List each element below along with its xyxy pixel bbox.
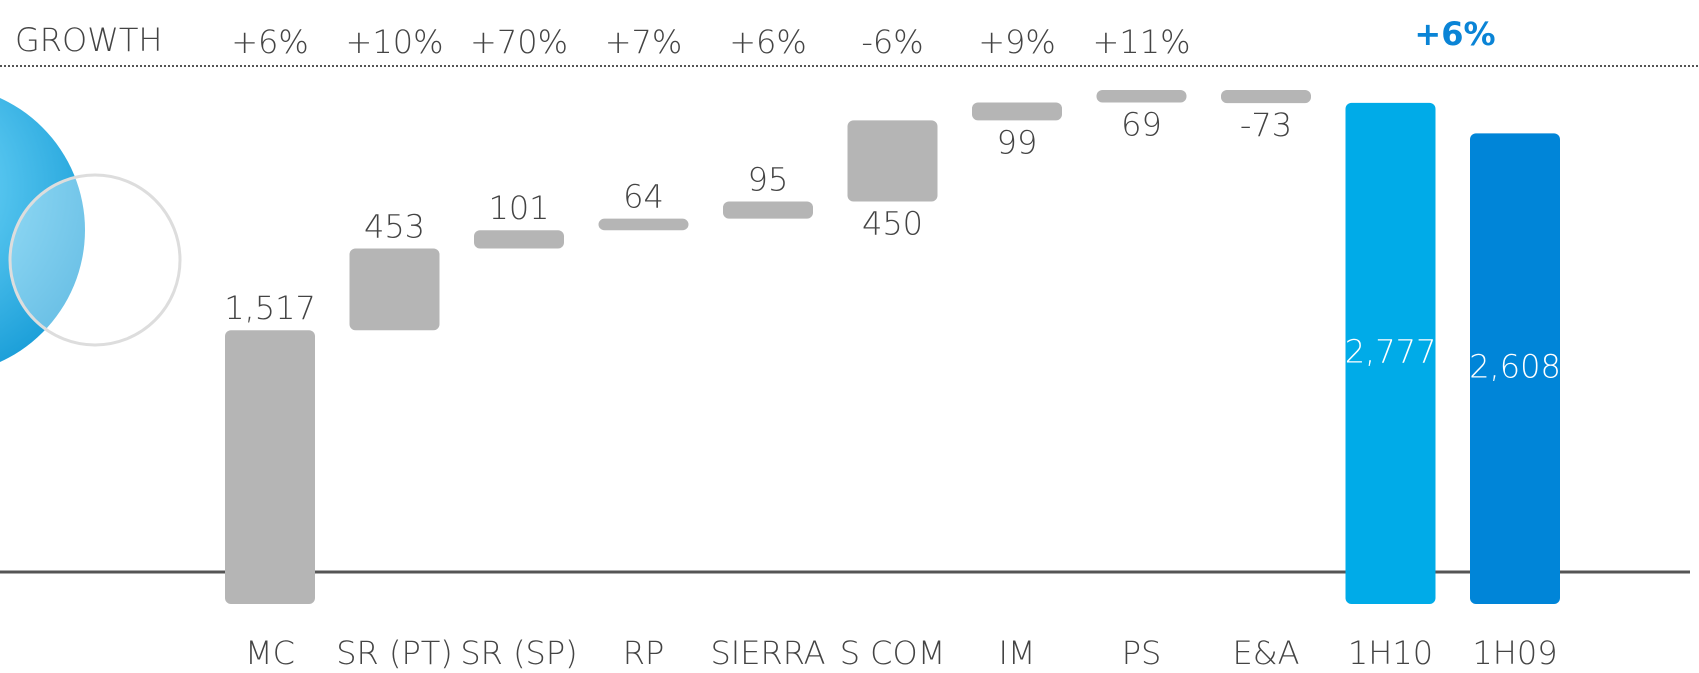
- growth-label: +6%: [729, 23, 807, 61]
- decor-circle: [0, 98, 85, 362]
- x-tick-label: SR (SP): [460, 634, 577, 672]
- value-label: 453: [364, 207, 425, 245]
- bar: [972, 102, 1062, 121]
- bar: [474, 230, 564, 249]
- bar: [1345, 102, 1436, 604]
- x-tick-label: RP: [623, 634, 665, 672]
- x-tick-label: 1H10: [1348, 634, 1433, 672]
- x-tick-label: 1H09: [1472, 634, 1557, 672]
- growth-label: +7%: [605, 23, 683, 61]
- growth-label: +9%: [978, 23, 1056, 61]
- growth-label: +6%: [231, 23, 309, 61]
- growth-label: +11%: [1093, 23, 1191, 61]
- value-label: 95: [748, 161, 789, 199]
- growth-label: -6%: [861, 23, 923, 61]
- bar: [349, 248, 440, 331]
- value-label: 2,777: [1345, 332, 1437, 370]
- decor-ring: [8, 173, 182, 347]
- bar: [1221, 90, 1311, 104]
- x-tick-label: E&A: [1232, 634, 1299, 672]
- x-tick-label: IM: [998, 634, 1035, 672]
- value-label: 101: [488, 189, 549, 227]
- value-label: 2,608: [1469, 348, 1561, 386]
- bar: [847, 120, 938, 202]
- value-label: 99: [997, 123, 1038, 161]
- x-tick-label: S COM: [840, 634, 946, 672]
- x-tick-label: SR (PT): [336, 634, 453, 672]
- x-tick-label: MC: [245, 634, 295, 672]
- total-growth: +6%: [1414, 15, 1495, 53]
- value-label: -73: [1240, 106, 1292, 144]
- bar: [1470, 133, 1560, 604]
- value-label: 1,517: [224, 289, 316, 327]
- bar: [1096, 90, 1187, 103]
- growth-label: +10%: [346, 23, 444, 61]
- growth-title: GROWTH: [15, 21, 162, 59]
- bar: [225, 330, 315, 604]
- value-label: 450: [862, 205, 923, 243]
- value-label: 64: [623, 178, 664, 216]
- bar: [723, 201, 813, 219]
- bar: [598, 218, 689, 231]
- growth-label: +70%: [470, 23, 568, 61]
- x-tick-label: PS: [1122, 634, 1162, 672]
- value-label: 69: [1121, 105, 1162, 143]
- x-tick-label: SIERRA: [710, 634, 825, 672]
